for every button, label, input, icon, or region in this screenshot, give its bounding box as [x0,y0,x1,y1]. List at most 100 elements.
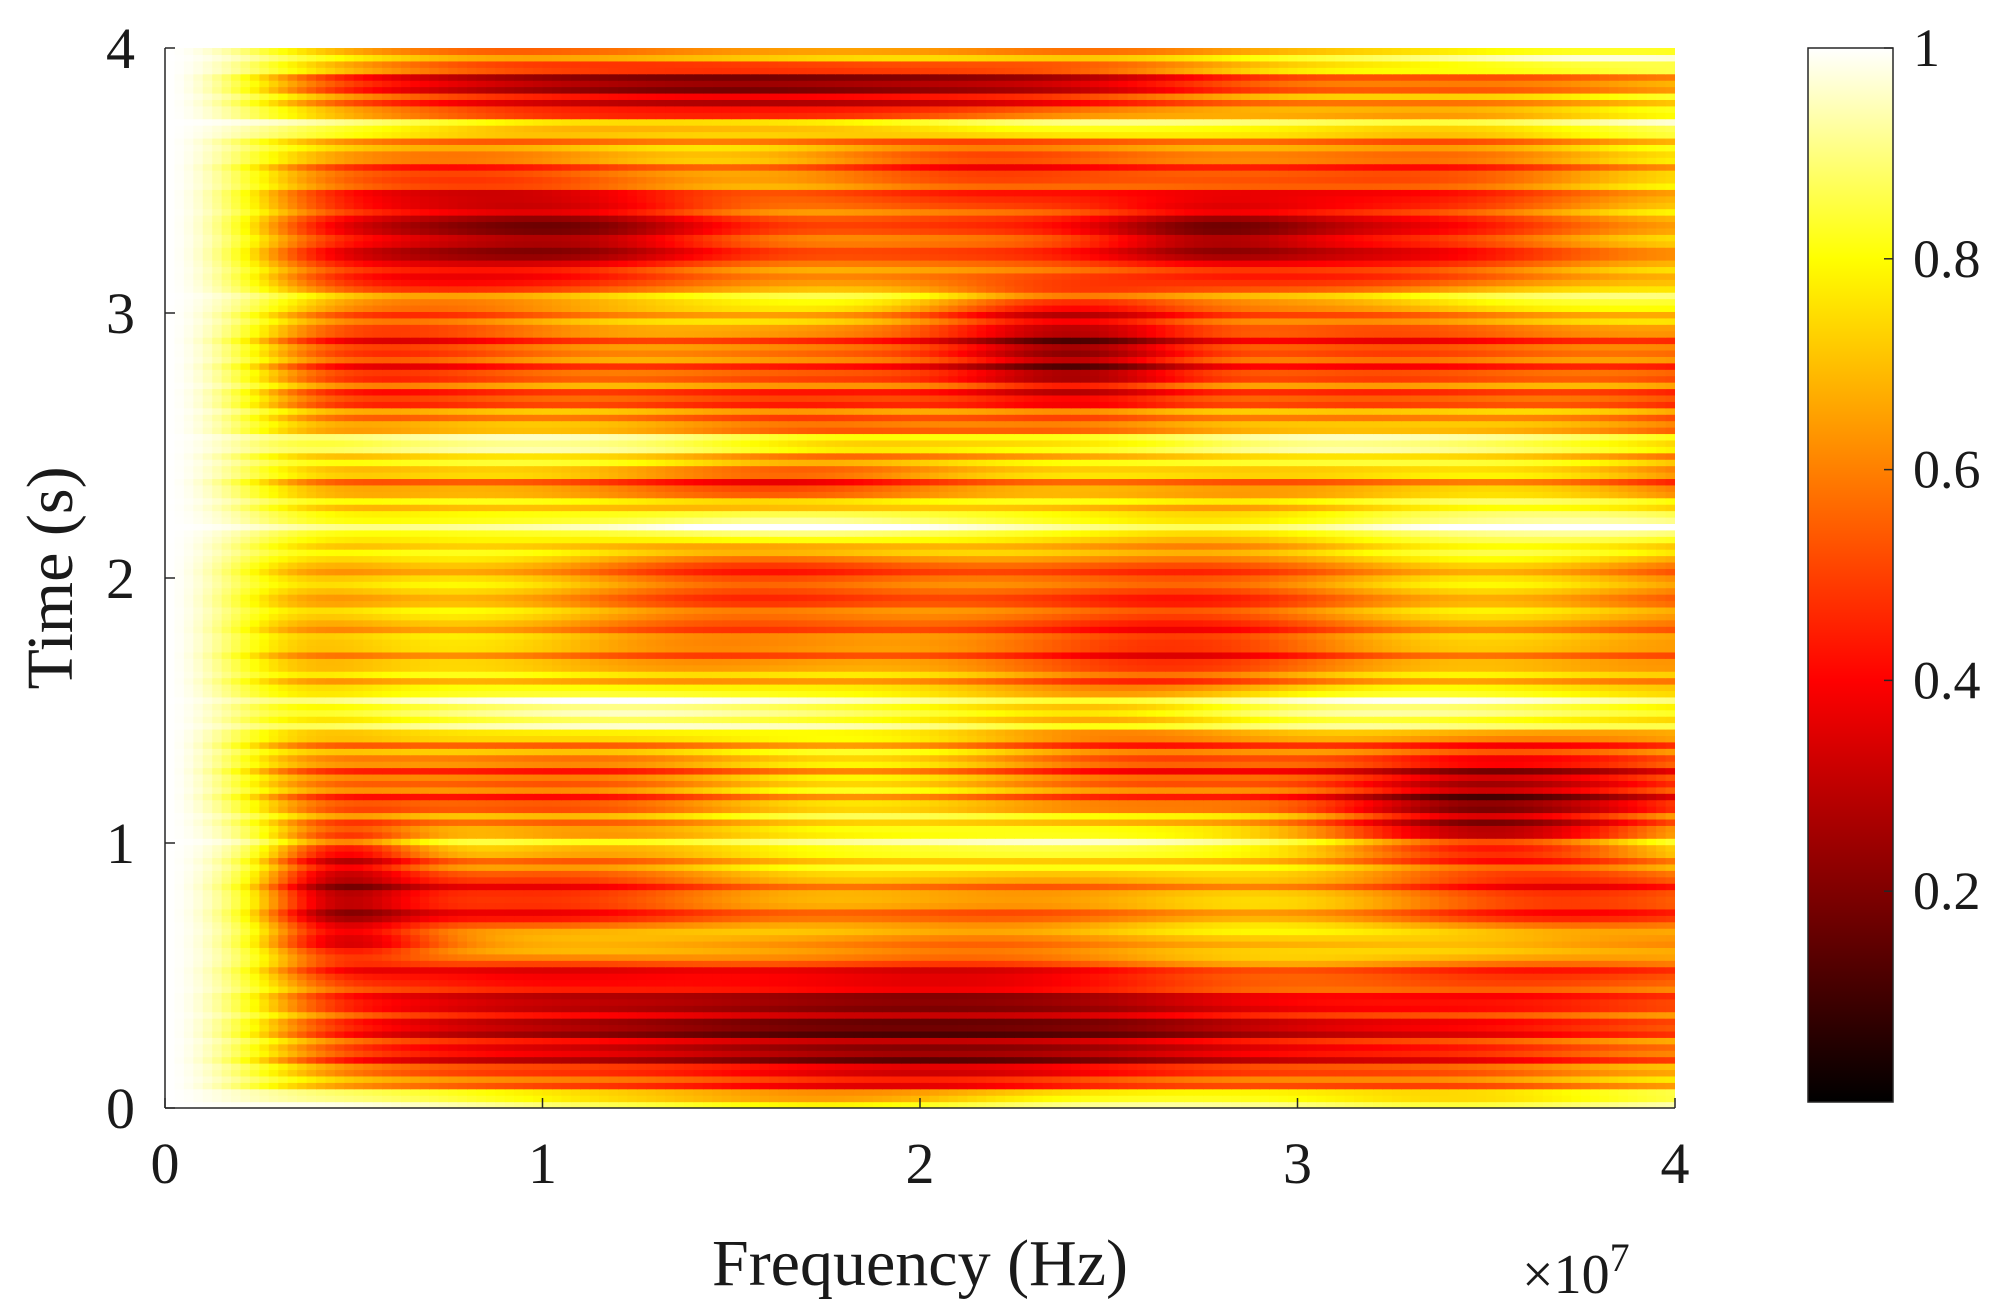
heatmap-cell [627,967,637,974]
heatmap-cell [1552,922,1562,929]
heatmap-cell [1014,960,1024,967]
heatmap-cell [1571,1063,1581,1070]
heatmap-cell [694,1012,704,1019]
heatmap-cell [241,1069,251,1076]
heatmap-cell [1637,1089,1647,1096]
heatmap-cell [1354,967,1364,974]
heatmap-cell [1430,999,1440,1006]
heatmap-cell [401,935,411,942]
heatmap-cell [1590,1037,1600,1044]
heatmap-cell [1364,909,1374,916]
heatmap-cell [1515,1050,1525,1057]
heatmap-cell [420,941,430,948]
heatmap-cell [1024,909,1034,916]
heatmap-cell [382,1018,392,1025]
heatmap-cell [1184,967,1194,974]
heatmap-cell [929,1024,939,1031]
heatmap-cell [1109,947,1119,954]
heatmap-cell [1467,986,1477,993]
heatmap-cell [1316,909,1326,916]
heatmap-cell [1137,973,1147,980]
heatmap-cell [476,1031,486,1038]
heatmap-cell [1269,1082,1279,1089]
heatmap-cell [1109,1057,1119,1064]
heatmap-cell [1156,992,1166,999]
heatmap-cell [920,1057,930,1064]
heatmap-cell [1260,1076,1270,1083]
heatmap-cell [174,1044,184,1051]
heatmap-cell [1213,980,1223,987]
heatmap-cell [1080,1012,1090,1019]
heatmap-cell [1298,909,1308,916]
heatmap-cell [1458,915,1468,922]
heatmap-cell [1194,1069,1204,1076]
heatmap-cell [684,1037,694,1044]
heatmap-cell [231,986,241,993]
heatmap-cell [731,967,741,974]
heatmap-cell [514,1044,524,1051]
heatmap-cell [788,915,798,922]
heatmap-cell [1062,1082,1072,1089]
heatmap-cell [1411,1057,1421,1064]
heatmap-cell [269,928,279,935]
heatmap-cell [958,1024,968,1031]
heatmap-cell [929,999,939,1006]
heatmap-cell [1062,960,1072,967]
heatmap-cell [986,935,996,942]
heatmap-cell [826,960,836,967]
heatmap-cell [1043,1063,1053,1070]
heatmap-cell [1581,1069,1591,1076]
heatmap-cell [807,986,817,993]
heatmap-cell [1439,1050,1449,1057]
heatmap-cell [778,1095,788,1102]
heatmap-cell [1109,986,1119,993]
heatmap-cell [1156,1095,1166,1102]
heatmap-cell [165,1063,175,1070]
heatmap-cell [1014,915,1024,922]
heatmap-cell [845,986,855,993]
heatmap-cell [694,1018,704,1025]
heatmap-cell [892,999,902,1006]
heatmap-cell [1496,1031,1506,1038]
heatmap-cell [571,1044,581,1051]
heatmap-cell [203,973,213,980]
heatmap-cell [533,986,543,993]
heatmap-cell [1401,1069,1411,1076]
heatmap-cell [1043,1082,1053,1089]
heatmap-cell [807,960,817,967]
heatmap-cell [637,954,647,961]
heatmap-cell [788,1018,798,1025]
heatmap-cell [1269,960,1279,967]
heatmap-cell [656,1063,666,1070]
heatmap-cell [1109,1024,1119,1031]
heatmap-cell [694,941,704,948]
heatmap-cell [401,915,411,922]
heatmap-cell [1477,1050,1487,1057]
heatmap-cell [1071,1082,1081,1089]
heatmap-cell [599,1018,609,1025]
heatmap-cell [684,1031,694,1038]
heatmap-cell [722,992,732,999]
heatmap-cell [1005,954,1015,961]
heatmap-cell [977,941,987,948]
heatmap-cell [495,1037,505,1044]
heatmap-cell [259,909,269,916]
heatmap-cell [1666,928,1676,935]
heatmap-cell [1524,1057,1534,1064]
heatmap-cell [769,1031,779,1038]
heatmap-cell [174,922,184,929]
heatmap-cell [1515,973,1525,980]
heatmap-cell [288,1012,298,1019]
heatmap-cell [1260,947,1270,954]
heatmap-cell [184,1069,194,1076]
heatmap-cell [165,999,175,1006]
heatmap-cell [675,1089,685,1096]
heatmap-cell [1288,928,1298,935]
heatmap-cell [363,992,373,999]
heatmap-cell [1581,1063,1591,1070]
heatmap-cell [845,960,855,967]
heatmap-cell [1571,1095,1581,1102]
heatmap-cell [1213,992,1223,999]
heatmap-cell [1335,1031,1345,1038]
heatmap-cell [675,1031,685,1038]
